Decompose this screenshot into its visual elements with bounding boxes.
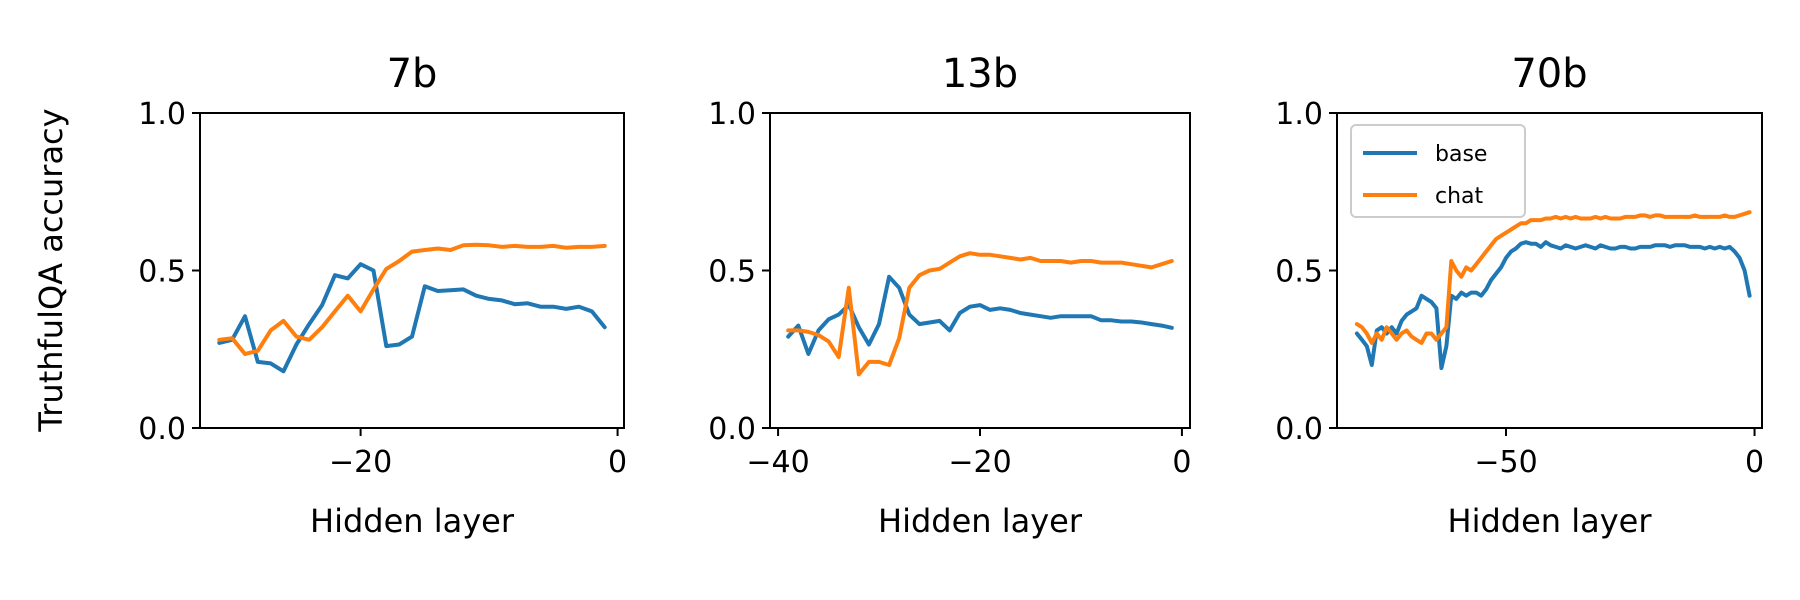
panel-title: 70b <box>1511 51 1587 97</box>
x-tick-label: 0 <box>608 445 627 480</box>
y-tick-label: 0.5 <box>138 255 186 290</box>
y-tick-label: 0.5 <box>708 255 756 290</box>
y-tick-label: 0.0 <box>1275 412 1323 447</box>
panel-title: 13b <box>942 51 1018 97</box>
x-tick-label: −40 <box>746 445 809 480</box>
series-line-chat <box>786 251 1174 377</box>
series-line-chat <box>1354 210 1752 345</box>
legend-label-chat: chat <box>1435 184 1484 209</box>
y-tick-label: 1.0 <box>138 97 186 132</box>
x-tick-label: 0 <box>1172 445 1191 480</box>
legend-label-base: base <box>1435 142 1487 167</box>
figure-ylabel: TruthfulQA accuracy <box>32 108 70 432</box>
legend: base chat <box>1350 124 1526 218</box>
plot-frame <box>199 112 625 429</box>
x-tick-label: 0 <box>1745 445 1764 480</box>
x-axis-label: Hidden layer <box>1448 502 1653 540</box>
panel-70b: 0.0 0.5 1.0 −50 0 70b Hidden layer base chat <box>1275 51 1764 540</box>
panel-7b: 0.0 0.5 1.0 −20 0 7b Hidden layer <box>138 51 627 540</box>
y-tick-label: 0.5 <box>1275 255 1323 290</box>
x-axis-label: Hidden layer <box>310 502 515 540</box>
y-tick-label: 1.0 <box>1275 97 1323 132</box>
x-tick-label: −20 <box>948 445 1011 480</box>
y-tick-label: 0.0 <box>138 412 186 447</box>
panel-title: 7b <box>387 51 438 97</box>
x-axis-label: Hidden layer <box>878 502 1083 540</box>
series-line-base <box>1354 240 1752 371</box>
plot-frame <box>769 112 1191 429</box>
y-tick-label: 1.0 <box>708 97 756 132</box>
x-tick-label: −50 <box>1474 445 1537 480</box>
series-line-chat <box>217 242 607 356</box>
y-tick-label: 0.0 <box>708 412 756 447</box>
panel-13b: 0.0 0.5 1.0 −40 −20 0 13b Hidden layer <box>708 51 1191 540</box>
x-tick-label: −20 <box>329 445 392 480</box>
series-line-base <box>217 262 607 374</box>
